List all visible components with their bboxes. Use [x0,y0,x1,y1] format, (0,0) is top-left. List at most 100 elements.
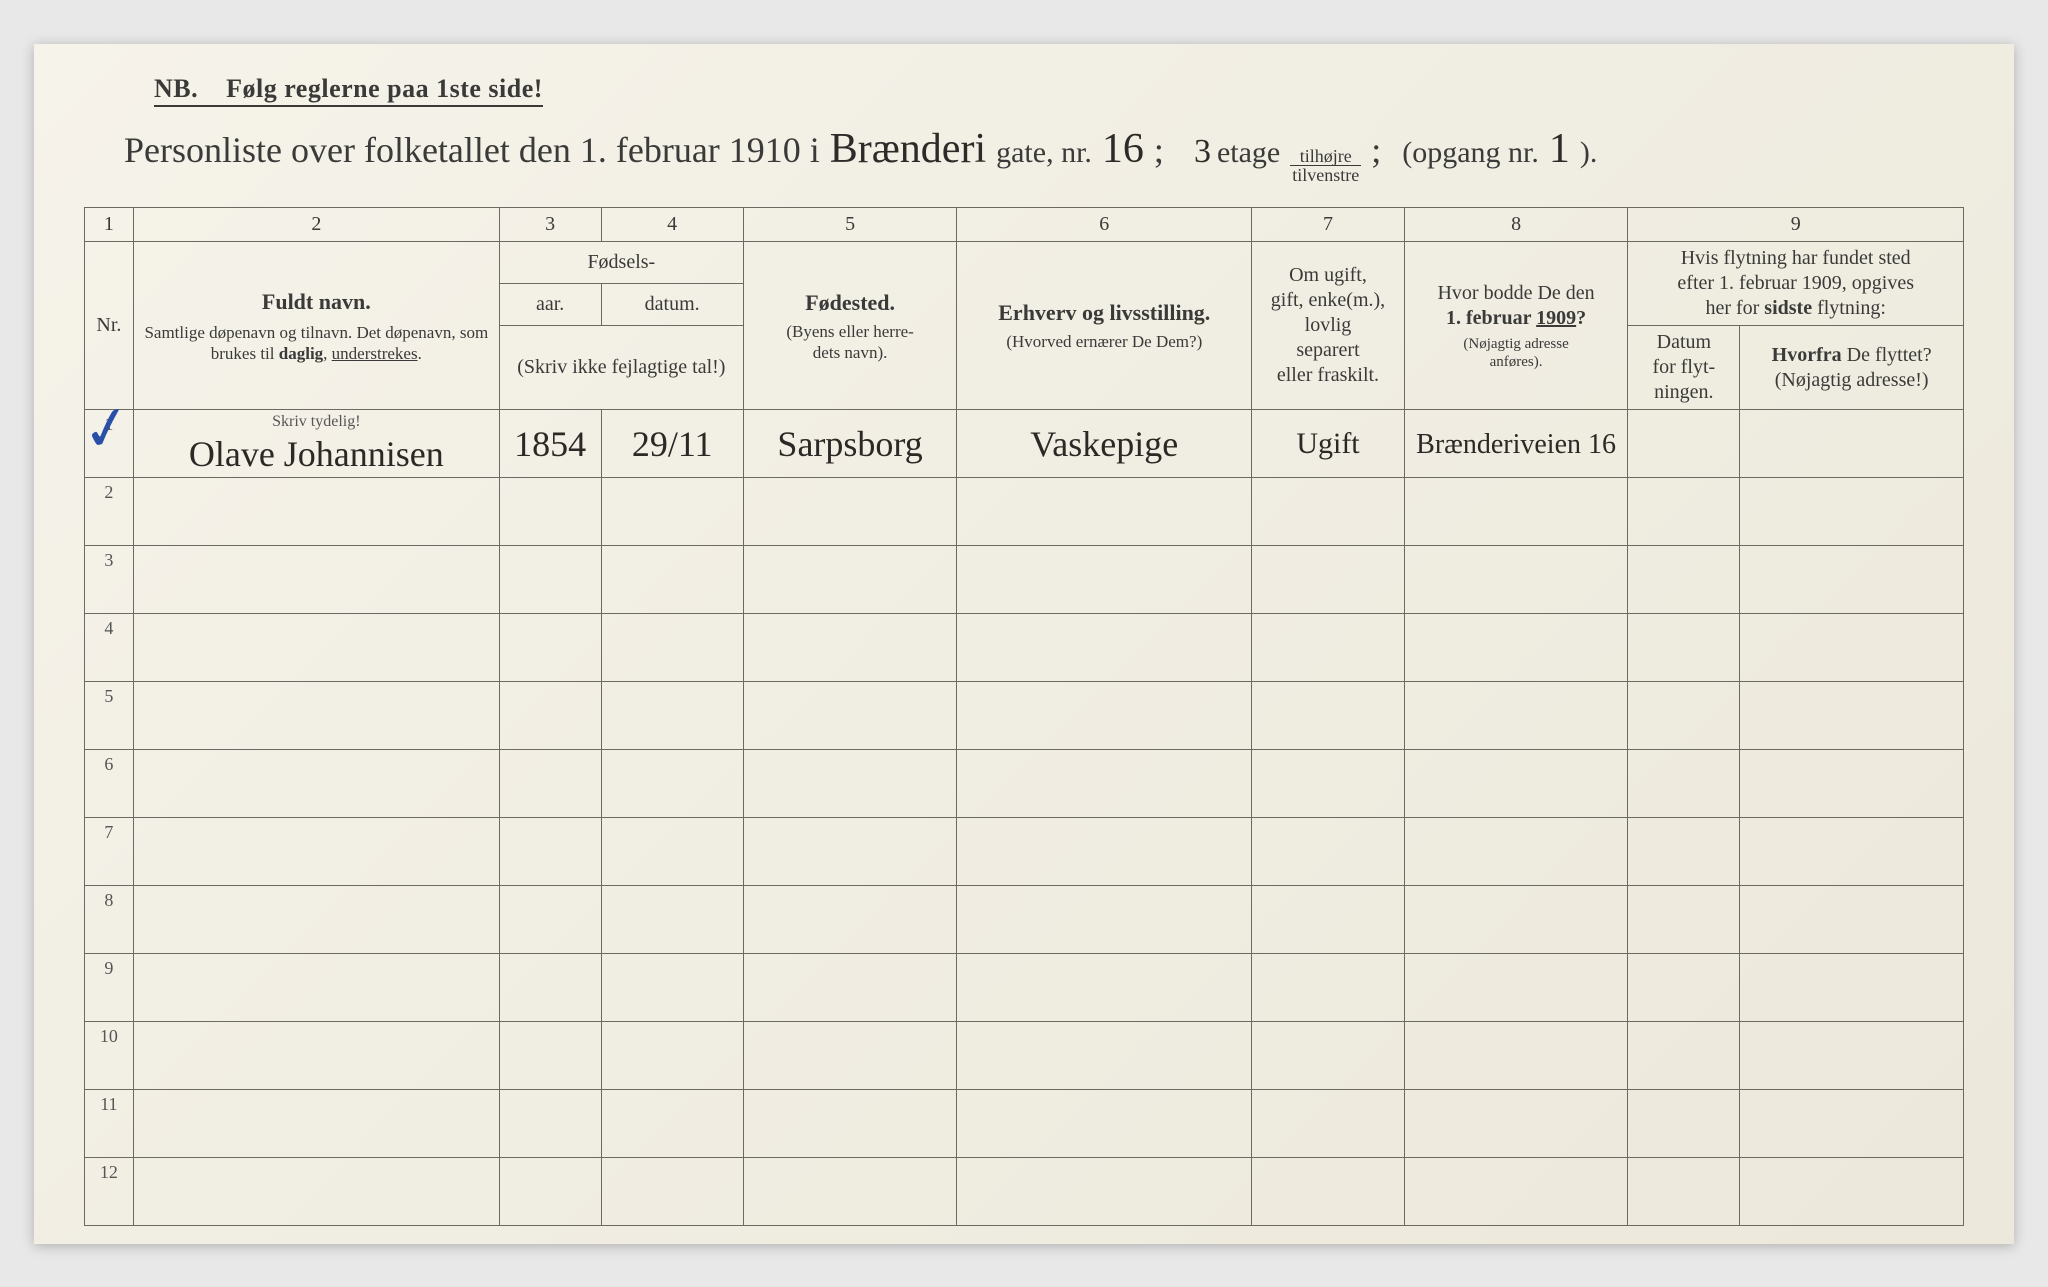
row-nr: 9 [85,954,134,1022]
nb-header: NB. Følg reglerne paa 1ste side! [154,74,543,107]
nb-text: Følg reglerne paa 1ste side! [226,74,543,103]
hdr-fodsels-group: Fødsels- [499,242,743,284]
hdr-status-l4: separert [1258,338,1398,363]
side-fraction: tilhøjre tilvenstre [1290,147,1361,186]
hdr-name-title: Fuldt navn. [140,288,493,316]
hdr-addr-l2: 1. februar 1909? [1411,306,1622,331]
entry-erhverv: Vaskepige [1030,424,1178,464]
hdr-addr-l3: (Nøjagtig adresse [1411,335,1622,353]
table-row: 12 [85,1158,1964,1226]
hdr-status-l1: Om ugift, [1258,263,1398,288]
table-row: 8 [85,886,1964,954]
hdr-erhverv-title: Erhverv og livsstilling. [963,299,1245,327]
colnum-7: 7 [1252,208,1405,242]
gate-label: gate, nr. [996,136,1092,170]
row-nr: 7 [85,818,134,886]
closing-paren: ). [1580,136,1598,170]
table-row: 3 [85,546,1964,614]
hdr-status-l5: eller fraskilt. [1258,363,1398,388]
hdr-status-l3: lovlig [1258,313,1398,338]
census-form-page: ✓ NB. Følg reglerne paa 1ste side! Perso… [34,44,2014,1244]
cell-datum: 29/11 [601,410,743,478]
cell-addr1909: Brænderiveien 16 [1404,410,1628,478]
etage-label: etage [1217,136,1280,170]
hdr-flyt-a2: for flyt- [1634,355,1733,380]
hdr-flytning-top: Hvis flytning har fundet sted efter 1. f… [1628,242,1964,326]
entry-addr1909: Brænderiveien 16 [1416,429,1616,460]
hdr-status: Om ugift, gift, enke(m.), lovlig separer… [1252,242,1405,410]
cell-erhverv: Vaskepige [957,410,1252,478]
census-table: 1 2 3 4 5 6 7 8 9 Nr. Fuldt navn. Samtli… [84,207,1964,1226]
table-row: 11 [85,1090,1964,1158]
nb-prefix: NB. [154,74,198,103]
opgang-number-handwritten: 1 [1545,125,1574,173]
hdr-addr1909: Hvor bodde De den 1. februar 1909? (Nøja… [1404,242,1628,410]
hdr-aar: aar. [499,284,601,326]
entry-fodested: Sarpsborg [777,424,922,464]
table-body: 1 Skriv tydelig! Olave Johannisen 1854 2… [85,410,1964,1226]
hdr-flyt-b: Hvorfra De flyttet? (Nøjagtig adresse!) [1740,326,1964,410]
hdr-erhverv: Erhverv og livsstilling. (Hvorved ernære… [957,242,1252,410]
entry-datum: 29/11 [632,424,713,464]
table-row: 7 [85,818,1964,886]
header-row-1: Nr. Fuldt navn. Samtlige døpenavn og til… [85,242,1964,284]
etage-number-handwritten: 3 [1194,133,1211,171]
semicolon-1: ; [1154,129,1164,171]
cell-status: Ugift [1252,410,1405,478]
colnum-8: 8 [1404,208,1628,242]
form-title-line: Personliste over folketallet den 1. febr… [124,125,1964,186]
hdr-fodested-title: Fødested. [750,289,951,317]
fraction-bottom: tilvenstre [1290,166,1361,185]
hdr-flyt-b2: (Nøjagtig adresse!) [1746,368,1957,393]
hdr-flyt-t2: efter 1. februar 1909, opgives [1634,271,1957,296]
hdr-flyt-b1: Hvorfra De flyttet? [1746,343,1957,368]
hdr-flyt-a: Datum for flyt- ningen. [1628,326,1740,410]
hdr-name-sub-b: brukes til daglig, understrekes. [140,344,493,364]
row-nr: 12 [85,1158,134,1226]
row-nr: 4 [85,614,134,682]
hdr-datum: datum. [601,284,743,326]
cell-flyt-date [1628,410,1740,478]
row-nr: 3 [85,546,134,614]
street-name-handwritten: Brænderi [826,125,990,173]
row-nr: 5 [85,682,134,750]
row-nr: 6 [85,750,134,818]
hdr-fodsels-note: (Skriv ikke fejlagtige tal!) [499,326,743,410]
table-row: 2 [85,478,1964,546]
hdr-flyt-a3: ningen. [1634,380,1733,405]
colnum-6: 6 [957,208,1252,242]
hdr-flyt-t3: her for sidste flytning: [1634,296,1957,321]
row-nr: 11 [85,1090,134,1158]
cell-aar: 1854 [499,410,601,478]
hdr-name-sub-a: Samtlige døpenavn og tilnavn. Det døpena… [140,323,493,343]
hdr-addr-l4: anføres). [1411,353,1622,371]
table-header: 1 2 3 4 5 6 7 8 9 Nr. Fuldt navn. Samtli… [85,208,1964,410]
entry-aar: 1854 [514,424,586,464]
skriv-tydelig-label: Skriv tydelig! [134,413,499,431]
colnum-5: 5 [743,208,957,242]
table-row: 9 [85,954,1964,1022]
colnum-3: 3 [499,208,601,242]
table-row: 5 [85,682,1964,750]
cell-name: Skriv tydelig! Olave Johannisen [133,410,499,478]
hdr-flyt-t1: Hvis flytning har fundet sted [1634,246,1957,271]
entry-name: Olave Johannisen [189,434,444,474]
hdr-erhverv-sub: (Hvorved ernærer De Dem?) [963,332,1245,352]
colnum-2: 2 [133,208,499,242]
title-lead: Personliste over folketallet den 1. febr… [124,129,820,171]
house-number-handwritten: 16 [1098,125,1148,173]
column-number-row: 1 2 3 4 5 6 7 8 9 [85,208,1964,242]
hdr-fodested: Fødested. (Byens eller herre- dets navn)… [743,242,957,410]
hdr-addr-l1: Hvor bodde De den [1411,281,1622,306]
table-row: 1 Skriv tydelig! Olave Johannisen 1854 2… [85,410,1964,478]
colnum-1: 1 [85,208,134,242]
colnum-4: 4 [601,208,743,242]
hdr-nr: Nr. [85,242,134,410]
row-nr: 10 [85,1022,134,1090]
hdr-flyt-a1: Datum [1634,330,1733,355]
table-row: 6 [85,750,1964,818]
semicolon-2: ; [1371,129,1381,171]
cell-fodested: Sarpsborg [743,410,957,478]
entry-status: Ugift [1296,427,1359,460]
table-row: 10 [85,1022,1964,1090]
